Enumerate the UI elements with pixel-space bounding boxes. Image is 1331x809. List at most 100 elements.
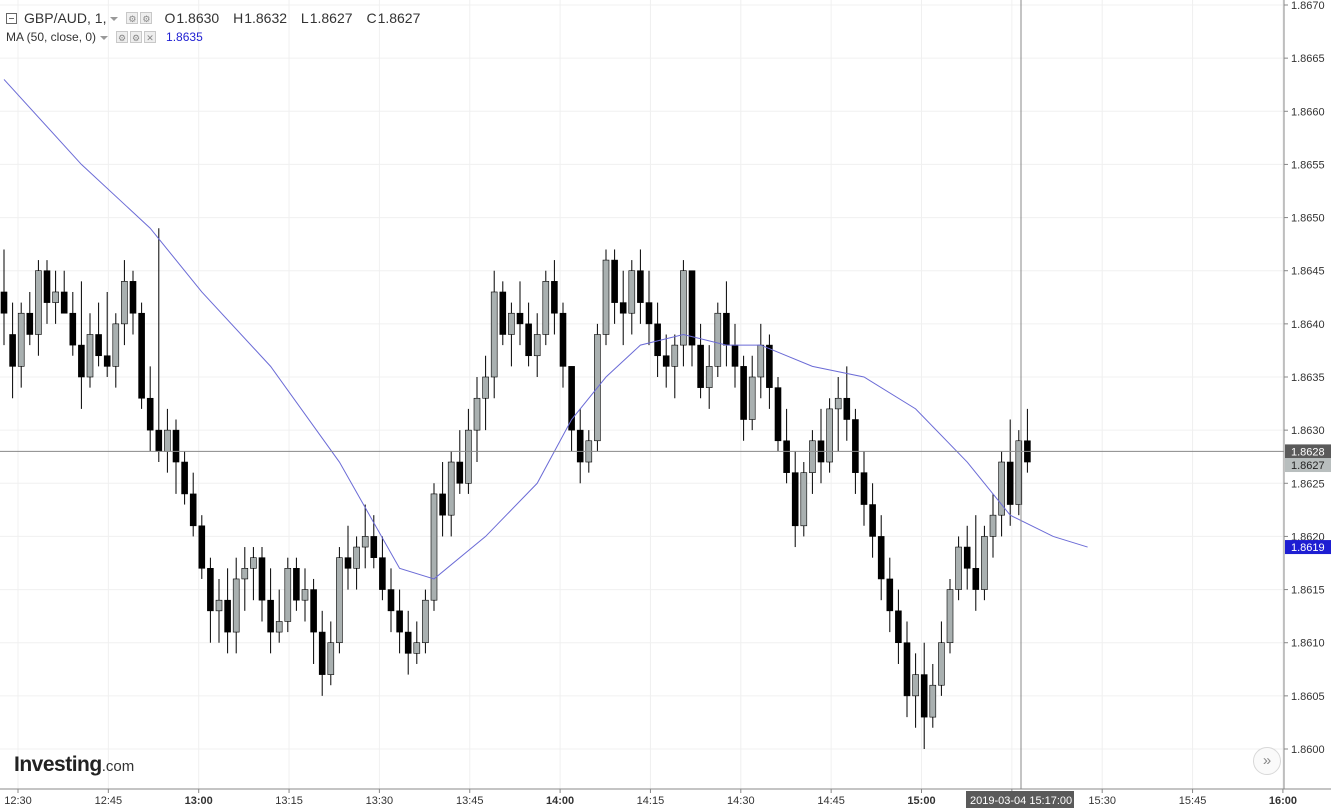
candle xyxy=(121,260,128,346)
last-price-tag: 1.8627 xyxy=(1285,458,1331,473)
candle-body xyxy=(998,461,1005,516)
candle-body xyxy=(258,557,266,601)
candle xyxy=(379,536,386,601)
candle xyxy=(396,589,403,654)
candle xyxy=(1015,430,1023,516)
logo-domain: .com xyxy=(101,758,135,775)
candle xyxy=(344,525,352,590)
candle xyxy=(946,578,954,654)
candle xyxy=(327,621,335,686)
candle xyxy=(138,302,145,409)
candle-body xyxy=(834,397,842,410)
candle xyxy=(938,621,945,696)
candle xyxy=(336,547,343,654)
candle xyxy=(69,291,77,356)
candle-body xyxy=(740,366,747,420)
candle xyxy=(224,568,231,654)
candle xyxy=(895,589,902,664)
candle-body xyxy=(0,291,8,314)
candle xyxy=(52,270,59,324)
candle-body xyxy=(877,536,885,580)
candle-body xyxy=(164,429,171,452)
candle xyxy=(834,377,842,452)
candle-body xyxy=(387,589,395,612)
candle xyxy=(774,377,782,452)
candle-body xyxy=(43,270,51,303)
candle xyxy=(817,408,825,484)
candle-body xyxy=(989,514,997,537)
candle xyxy=(232,557,240,654)
time-tick-label: 13:15 xyxy=(275,795,303,807)
price-tick-label: 1.8660 xyxy=(1291,106,1325,118)
high-key: H xyxy=(233,10,244,26)
candle-body xyxy=(121,281,128,325)
candle-body xyxy=(69,312,77,346)
settings-icon[interactable]: ⚙ xyxy=(126,12,139,24)
candle xyxy=(611,249,618,324)
candle-body xyxy=(267,599,274,633)
candle xyxy=(723,281,730,367)
close-icon[interactable]: ✕ xyxy=(144,31,157,43)
candle-body xyxy=(705,366,713,388)
symbol-legend-row: GBP/AUD, 1, ⚙ ⚙ O1.8630 H1.8632 L1.8627 … xyxy=(6,8,430,28)
time-axis[interactable]: 12:30 12:45 13:00 13:15 13:30 13:45 14:00 14:15… xyxy=(0,788,1331,807)
candle xyxy=(473,377,481,463)
candle xyxy=(17,302,25,388)
candle-body xyxy=(482,376,489,399)
candle xyxy=(671,334,679,399)
settings-icon[interactable]: ⚙ xyxy=(116,31,129,43)
candle xyxy=(912,653,919,728)
time-tick-label: 14:30 xyxy=(727,795,755,807)
candle xyxy=(1006,419,1014,526)
time-tick-label: 15:45 xyxy=(1179,795,1207,807)
candle xyxy=(267,568,274,654)
candle xyxy=(413,621,421,664)
candle xyxy=(258,547,266,622)
candle xyxy=(920,642,928,749)
candle-body xyxy=(783,440,790,473)
candle-body xyxy=(172,429,180,463)
chart-grid xyxy=(0,0,1284,789)
candle xyxy=(439,462,446,537)
low-value: 1.8627 xyxy=(309,10,353,26)
candle-body xyxy=(766,344,773,388)
candle-body xyxy=(284,568,292,622)
candle xyxy=(490,270,498,399)
candle-body xyxy=(826,408,833,463)
close-value: 1.8627 xyxy=(377,10,421,26)
candle xyxy=(456,430,464,494)
caret-down-icon[interactable] xyxy=(100,36,109,40)
collapse-icon[interactable] xyxy=(6,12,17,24)
candle-body xyxy=(473,397,481,431)
candle-body xyxy=(379,557,386,590)
candle xyxy=(284,557,292,633)
scroll-right-icon[interactable]: » xyxy=(1253,747,1281,775)
settings-icon[interactable]: ⚙ xyxy=(140,12,153,24)
low-key: L xyxy=(300,10,309,26)
price-axis[interactable]: 1.86001.86051.86101.86151.86201.86251.86… xyxy=(1283,0,1325,789)
candle-body xyxy=(697,344,704,388)
price-tick-label: 1.8655 xyxy=(1291,159,1325,171)
crosshair-time-label: 2019-03-04 15:17:00 xyxy=(970,795,1072,807)
candle-body xyxy=(430,493,438,601)
crosshair-time-tag: 2019-03-04 15:17:00 xyxy=(966,791,1074,808)
candle-body xyxy=(869,504,876,537)
candle-body xyxy=(946,589,954,644)
settings-icon[interactable]: ⚙ xyxy=(130,31,143,43)
candle xyxy=(619,270,627,346)
candle xyxy=(275,589,283,643)
caret-down-icon[interactable] xyxy=(110,17,119,21)
candle xyxy=(370,515,378,569)
candle xyxy=(361,504,369,569)
candle xyxy=(422,589,429,654)
candle-body xyxy=(207,568,214,612)
candle-body xyxy=(232,578,240,633)
candle-body xyxy=(723,312,730,346)
candle-body xyxy=(602,259,610,335)
investing-logo[interactable]: Investing.com xyxy=(14,753,134,777)
candle xyxy=(43,260,51,324)
candle-body xyxy=(516,312,524,325)
candle xyxy=(430,483,438,611)
price-tick-label: 1.8610 xyxy=(1291,638,1325,650)
